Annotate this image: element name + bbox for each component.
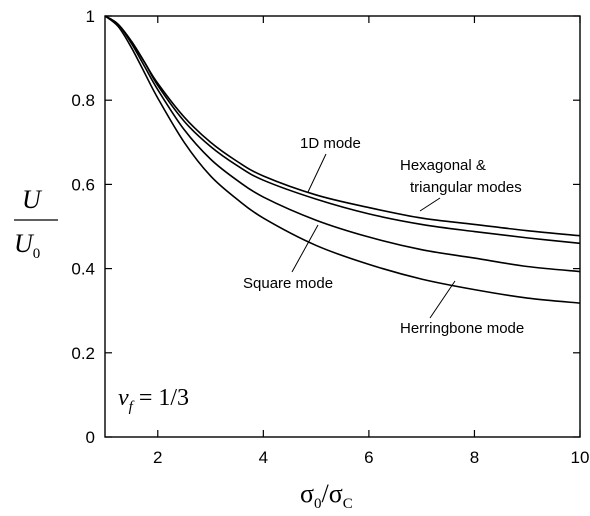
y-axis-label: U U0 [14, 185, 58, 262]
y-tick-label: 0.8 [71, 91, 95, 110]
y-label-numerator: U [22, 185, 43, 214]
series-line-1 [104, 15, 581, 245]
leader-1d-mode [307, 153, 327, 193]
x-tick-label: 4 [259, 448, 268, 467]
series-line-3 [104, 15, 581, 304]
series-line-2 [104, 15, 581, 273]
label-herringbone-mode: Herringbone mode [400, 320, 524, 337]
leader-herringbone-mode [429, 280, 456, 319]
leader-square-mode [291, 224, 319, 273]
curves [104, 15, 581, 304]
label-1d-mode: 1D mode [300, 135, 361, 152]
series-line-0 [104, 15, 581, 237]
x-label-text: σ0/σC [300, 479, 353, 512]
x-tick-label: 8 [470, 448, 479, 467]
tick-labels: 2 4 6 8 10 0 0.2 0.4 0.6 0.8 1 [71, 7, 589, 467]
svg-text:νf = 1/3: νf = 1/3 [118, 385, 189, 415]
ticks [105, 15, 581, 438]
x-tick-label: 2 [153, 448, 162, 467]
leader-hexagonal [419, 197, 441, 212]
y-tick-label: 0.4 [71, 260, 95, 279]
y-tick-label: 0 [86, 428, 95, 447]
label-hexagonal-line2: triangular modes [410, 179, 522, 196]
label-square-mode: Square mode [243, 275, 333, 292]
x-tick-label: 6 [364, 448, 373, 467]
y-tick-label: 0.2 [71, 344, 95, 363]
x-tick-label: 10 [571, 448, 590, 467]
y-tick-label: 1 [86, 7, 95, 26]
y-label-denominator: U0 [14, 229, 40, 262]
volume-fraction-annotation: νf = 1/3 [118, 385, 189, 415]
plot-frame [104, 15, 581, 438]
label-hexagonal-line1: Hexagonal & [400, 157, 486, 174]
y-tick-label: 0.6 [71, 175, 95, 194]
x-axis-label: σ0/σC [300, 479, 353, 512]
axes [104, 15, 581, 438]
